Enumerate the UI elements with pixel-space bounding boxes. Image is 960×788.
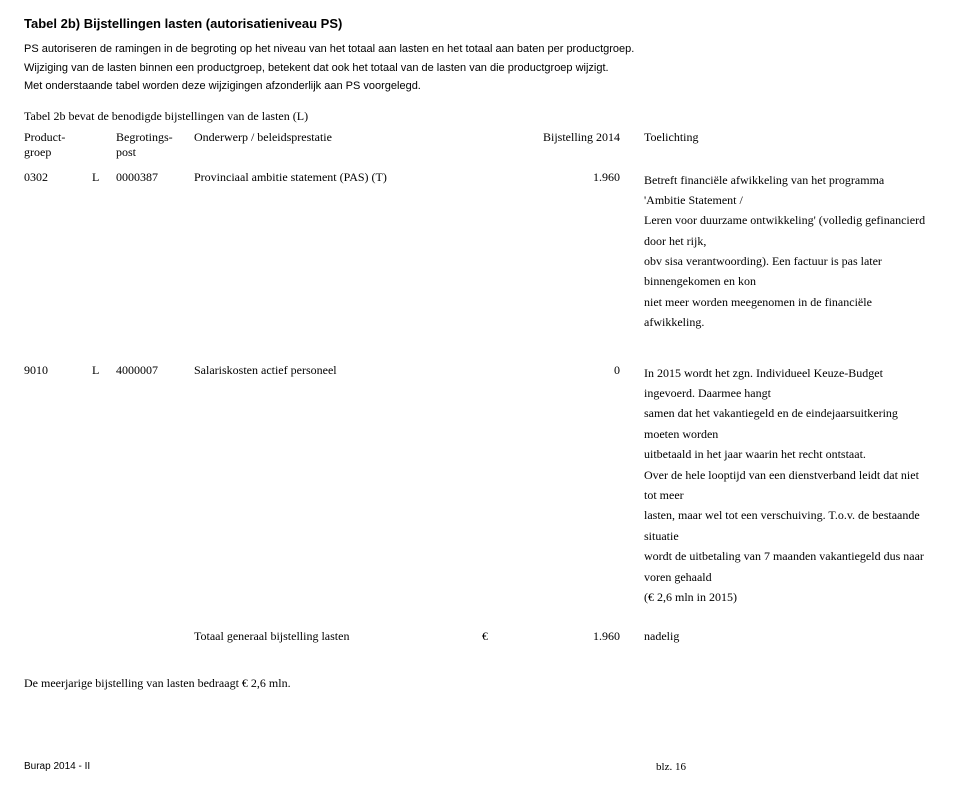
table-caption: Tabel 2b bevat de benodigde bijstellinge… [24, 109, 936, 124]
cell-productgroep: 9010 [24, 359, 92, 612]
header-bij-spacer [482, 128, 510, 166]
total-label: Totaal generaal bijstelling lasten [194, 611, 482, 648]
intro-line-1: PS autoriseren de ramingen in de begroti… [24, 41, 936, 58]
cell-lb: L [92, 359, 116, 612]
toelichting-line: wordt de uitbetaling van 7 maanden vakan… [644, 546, 928, 587]
header-begrotingspost-l2: post [116, 145, 136, 159]
cell-bijstelling: 0 [510, 359, 644, 612]
toelichting-line: Leren voor duurzame ontwikkeling' (volle… [644, 210, 928, 251]
cell-onderwerp: Provinciaal ambitie statement (PAS) (T) [194, 166, 482, 337]
cell-bijstelling: 1.960 [510, 166, 644, 337]
intro-text: PS autoriseren de ramingen in de begroti… [24, 41, 936, 95]
footer-left: Burap 2014 - II [24, 761, 90, 772]
intro-line-2: Wijziging van de lasten binnen een produ… [24, 60, 936, 77]
cell-post: 0000387 [116, 166, 194, 337]
header-begrotingspost-l1: Begrotings- [116, 130, 173, 144]
total-note: nadelig [644, 611, 936, 648]
toelichting-line: obv sisa verantwoording). Een factuur is… [644, 251, 928, 292]
header-bijstelling: Bijstelling 2014 [510, 128, 644, 166]
closing-note: De meerjarige bijstelling van lasten bed… [24, 676, 936, 691]
header-toelichting: Toelichting [644, 128, 936, 166]
toelichting-line: Betreft financiële afwikkeling van het p… [644, 170, 928, 211]
table-row: 0302L0000387Provinciaal ambitie statemen… [24, 166, 936, 337]
cell-onderwerp: Salariskosten actief personeel [194, 359, 482, 612]
toelichting-line: niet meer worden meegenomen in de financ… [644, 292, 928, 333]
footer-right: blz. 16 [656, 761, 686, 773]
total-row: Totaal generaal bijstelling lasten€1.960… [24, 611, 936, 648]
cell-productgroep: 0302 [24, 166, 92, 337]
page-footer: Burap 2014 - II blz. 16 [24, 761, 936, 772]
header-lb [92, 128, 116, 166]
header-onderwerp: Onderwerp / beleidsprestatie [194, 128, 482, 166]
intro-line-3: Met onderstaande tabel worden deze wijzi… [24, 78, 936, 95]
toelichting-line: uitbetaald in het jaar waarin het recht … [644, 444, 928, 464]
cell-bij-spacer [482, 359, 510, 612]
toelichting-line: samen dat het vakantiegeld en de eindeja… [644, 403, 928, 444]
table-row: 9010L4000007Salariskosten actief persone… [24, 359, 936, 612]
header-productgroep-l2: groep [24, 145, 51, 159]
cell-lb: L [92, 166, 116, 337]
total-value: 1.960 [510, 611, 644, 648]
cell-post: 4000007 [116, 359, 194, 612]
header-productgroep: Product- groep [24, 128, 92, 166]
table-title: Tabel 2b) Bijstellingen lasten (autorisa… [24, 16, 936, 31]
toelichting-line: In 2015 wordt het zgn. Individueel Keuze… [644, 363, 928, 404]
cell-bij-spacer [482, 166, 510, 337]
toelichting-line: (€ 2,6 mln in 2015) [644, 587, 928, 607]
header-productgroep-l1: Product- [24, 130, 65, 144]
total-currency: € [482, 611, 510, 648]
cell-toelichting: In 2015 wordt het zgn. Individueel Keuze… [644, 359, 936, 612]
adjustments-table: Product- groep Begrotings- post Onderwer… [24, 128, 936, 649]
toelichting-line: lasten, maar wel tot een verschuiving. T… [644, 505, 928, 546]
header-begrotingspost: Begrotings- post [116, 128, 194, 166]
cell-toelichting: Betreft financiële afwikkeling van het p… [644, 166, 936, 337]
toelichting-line: Over de hele looptijd van een dienstverb… [644, 465, 928, 506]
